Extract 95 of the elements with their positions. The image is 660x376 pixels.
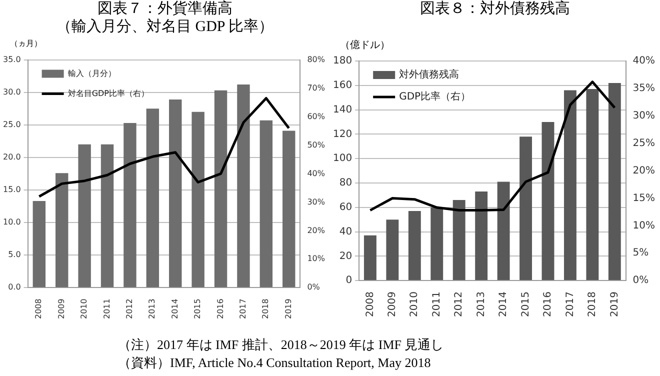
x-tick-label: 2009 [387,292,398,318]
y2-tick-label: 10% [307,254,326,264]
bar [386,220,399,280]
y2-tick-label: 70% [307,83,326,92]
bar [100,144,114,288]
x-tick-label: 2017 [564,292,576,318]
legend-label: GDP比率（右） [399,90,471,103]
y-tick-label: 80 [339,178,352,189]
x-tick-label: 2012 [125,298,134,319]
y-axis-title: （ヵ月） [9,38,43,50]
x-tick-label: 2014 [170,298,180,319]
y-tick-label: 20 [339,250,352,262]
y-tick-label: 0 [346,275,352,286]
y-tick-label: 20.0 [3,152,21,162]
text: （資料）IMF, Article No.4 Consultation Report, May 2018 [118,354,432,372]
bar [408,211,421,280]
x-tick-label: 2012 [454,292,465,318]
bar [520,136,532,280]
bar [146,108,160,288]
bar [452,200,466,280]
x-tick-label: 2016 [216,298,225,319]
bar [542,122,554,280]
bar [169,100,182,288]
y-tick-label: 60 [339,202,352,213]
x-tick-label: 2016 [542,292,554,318]
x-tick-label: 2014 [498,292,510,318]
y-tick-label: 25.0 [3,120,21,129]
y-tick-label: 5.0 [8,250,21,260]
x-tick-label: 2015 [193,298,202,319]
bar [260,120,273,288]
legend-label: 輸入（月分） [68,68,116,78]
bar [192,112,204,288]
y-tick-label: 160 [332,80,352,91]
chart-subtitle: （輸入月分、対名目 GDP 比率） [56,18,274,36]
y2-tick-label: 20% [307,226,326,235]
y2-tick-label: 30% [632,110,656,122]
x-tick-label: 2017 [238,298,248,319]
bar [586,89,599,280]
chart-title: 図表７：外貨準備高 [96,0,234,18]
y2-tick-label: 10% [632,220,656,232]
y-tick-label: 180 [332,56,352,67]
chart-title: 図表８：対外債務残高 [419,0,571,18]
text: （注）2017 年は IMF 推計、2018～2019 年は IMF 見通し [118,336,444,354]
y2-tick-label: 50% [307,140,326,150]
bar [124,122,136,288]
legend-label: 対外債務残高 [399,68,460,81]
x-tick-label: 2008 [364,292,376,318]
y2-tick-label: 5% [632,248,649,259]
bar [364,235,376,280]
bar [214,90,228,288]
bar [282,130,296,288]
bar [32,201,46,288]
y2-tick-label: 40% [307,168,326,178]
x-tick-label: 2013 [148,298,157,319]
y-tick-label: 40 [339,226,352,238]
bar [56,173,68,288]
y-tick-label: 35.0 [3,54,21,64]
x-tick-label: 2019 [609,292,620,318]
bar [78,144,91,288]
y2-tick-label: 0% [632,275,649,286]
x-tick-label: 2010 [409,292,420,318]
y2-tick-label: 25% [632,138,656,149]
x-tick-label: 2015 [520,292,532,318]
bar [475,192,488,280]
y2-tick-label: 20% [632,165,656,176]
y-axis-title: （億ドル） [339,38,391,52]
y2-tick-label: 80% [307,54,326,64]
y-tick-label: 30.0 [3,87,21,96]
y2-tick-label: 60% [307,112,326,121]
bar [497,182,510,280]
x-tick-label: 2013 [476,292,487,318]
bar [564,90,576,280]
x-tick-label: 2019 [284,298,293,319]
x-tick-label: 2010 [80,298,89,319]
y2-tick-label: 40% [632,56,656,67]
x-tick-label: 2011 [102,298,112,319]
y-tick-label: 140 [332,104,352,116]
y-tick-label: 0.0 [8,282,21,292]
y2-tick-label: 30% [307,197,326,206]
y-tick-label: 100 [332,153,352,164]
x-tick-label: 2018 [587,292,598,318]
y2-tick-label: 35% [632,83,656,94]
y-tick-label: 120 [332,128,352,140]
bar [608,82,621,280]
bar [430,207,444,280]
x-tick-label: 2018 [261,298,270,319]
legend-label: 対名目GDP比率（右） [68,88,149,98]
y2-tick-label: 0% [307,282,320,292]
x-tick-label: 2011 [431,292,442,318]
y-tick-label: 15.0 [3,185,21,194]
y-tick-label: 10.0 [3,218,21,227]
x-tick-label: 2009 [56,298,66,319]
x-tick-label: 2008 [34,298,44,319]
y2-tick-label: 15% [632,192,656,204]
bar [237,84,250,288]
